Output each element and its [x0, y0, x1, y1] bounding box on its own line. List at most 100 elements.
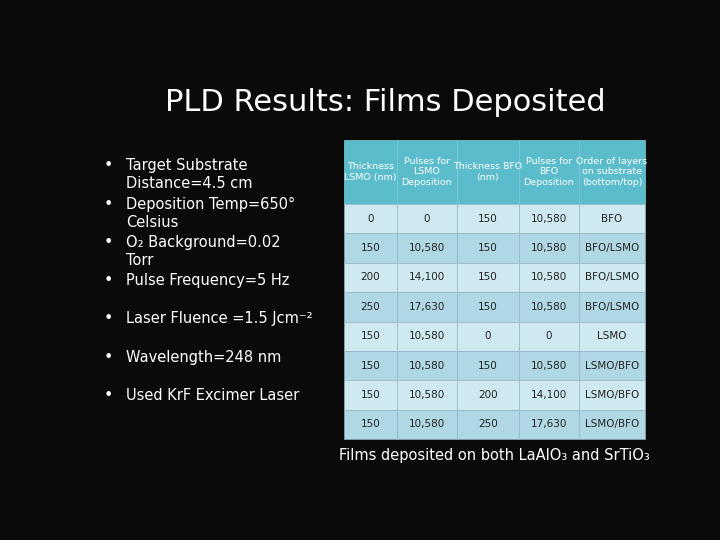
FancyBboxPatch shape: [397, 204, 457, 233]
FancyBboxPatch shape: [457, 233, 518, 263]
Text: 150: 150: [361, 361, 380, 370]
Text: 10,580: 10,580: [409, 361, 445, 370]
Text: BFO/LSMO: BFO/LSMO: [585, 273, 639, 282]
FancyBboxPatch shape: [344, 351, 397, 380]
FancyBboxPatch shape: [397, 351, 457, 380]
Text: 10,580: 10,580: [409, 390, 445, 400]
Text: •: •: [104, 158, 113, 173]
Text: 150: 150: [361, 420, 380, 429]
Text: Pulse Frequency=5 Hz: Pulse Frequency=5 Hz: [126, 273, 289, 288]
Text: Thickness BFO
(nm): Thickness BFO (nm): [453, 162, 522, 181]
Text: 10,580: 10,580: [409, 331, 445, 341]
Text: 150: 150: [478, 214, 498, 224]
Text: 0: 0: [367, 214, 374, 224]
Text: 10,580: 10,580: [531, 302, 567, 312]
FancyBboxPatch shape: [457, 292, 518, 321]
Text: LSMO: LSMO: [598, 331, 627, 341]
Text: Laser Fluence =1.5 Jcm⁻²: Laser Fluence =1.5 Jcm⁻²: [126, 312, 313, 326]
Text: •: •: [104, 388, 113, 403]
Text: 150: 150: [478, 273, 498, 282]
Text: 150: 150: [478, 243, 498, 253]
Text: 10,580: 10,580: [531, 214, 567, 224]
Text: LSMO/BFO: LSMO/BFO: [585, 361, 639, 370]
Text: 17,630: 17,630: [408, 302, 445, 312]
FancyBboxPatch shape: [344, 263, 397, 292]
Text: Used KrF Excimer Laser: Used KrF Excimer Laser: [126, 388, 300, 403]
FancyBboxPatch shape: [457, 140, 518, 204]
FancyBboxPatch shape: [344, 233, 397, 263]
Text: Wavelength=248 nm: Wavelength=248 nm: [126, 349, 282, 364]
Text: PLD Results: Films Deposited: PLD Results: Films Deposited: [166, 87, 606, 117]
Text: Pulses for
LSMO
Deposition: Pulses for LSMO Deposition: [402, 157, 452, 187]
Text: •: •: [104, 312, 113, 326]
FancyBboxPatch shape: [579, 380, 645, 410]
Text: 250: 250: [361, 302, 380, 312]
Text: BFO/LSMO: BFO/LSMO: [585, 243, 639, 253]
Text: BFO: BFO: [601, 214, 623, 224]
Text: 10,580: 10,580: [409, 420, 445, 429]
FancyBboxPatch shape: [518, 351, 579, 380]
FancyBboxPatch shape: [397, 233, 457, 263]
FancyBboxPatch shape: [518, 410, 579, 439]
Text: 14,100: 14,100: [531, 390, 567, 400]
FancyBboxPatch shape: [579, 351, 645, 380]
FancyBboxPatch shape: [344, 410, 397, 439]
Text: 14,100: 14,100: [409, 273, 445, 282]
FancyBboxPatch shape: [518, 263, 579, 292]
FancyBboxPatch shape: [518, 292, 579, 321]
FancyBboxPatch shape: [344, 140, 397, 204]
Text: •: •: [104, 197, 113, 212]
FancyBboxPatch shape: [579, 321, 645, 351]
Text: 150: 150: [361, 331, 380, 341]
Text: 10,580: 10,580: [531, 273, 567, 282]
FancyBboxPatch shape: [397, 380, 457, 410]
FancyBboxPatch shape: [518, 140, 579, 204]
Text: Order of layers
on substrate
(bottom/top): Order of layers on substrate (bottom/top…: [577, 157, 648, 187]
Text: 250: 250: [478, 420, 498, 429]
FancyBboxPatch shape: [344, 204, 397, 233]
FancyBboxPatch shape: [397, 140, 457, 204]
FancyBboxPatch shape: [397, 292, 457, 321]
Text: LSMO/BFO: LSMO/BFO: [585, 390, 639, 400]
Text: 150: 150: [478, 361, 498, 370]
FancyBboxPatch shape: [579, 410, 645, 439]
FancyBboxPatch shape: [457, 321, 518, 351]
FancyBboxPatch shape: [397, 321, 457, 351]
Text: 0: 0: [485, 331, 491, 341]
Text: 150: 150: [361, 390, 380, 400]
Text: BFO/LSMO: BFO/LSMO: [585, 302, 639, 312]
FancyBboxPatch shape: [344, 321, 397, 351]
FancyBboxPatch shape: [457, 204, 518, 233]
Text: •: •: [104, 273, 113, 288]
Text: 17,630: 17,630: [531, 420, 567, 429]
Text: LSMO/BFO: LSMO/BFO: [585, 420, 639, 429]
FancyBboxPatch shape: [579, 233, 645, 263]
FancyBboxPatch shape: [457, 410, 518, 439]
FancyBboxPatch shape: [397, 263, 457, 292]
Text: •: •: [104, 349, 113, 364]
Text: Films deposited on both LaAlO₃ and SrTiO₃: Films deposited on both LaAlO₃ and SrTiO…: [339, 448, 650, 463]
Text: 150: 150: [478, 302, 498, 312]
FancyBboxPatch shape: [518, 233, 579, 263]
Text: 200: 200: [478, 390, 498, 400]
FancyBboxPatch shape: [457, 380, 518, 410]
Text: 0: 0: [423, 214, 430, 224]
FancyBboxPatch shape: [518, 380, 579, 410]
Text: Deposition Temp=650°
Celsius: Deposition Temp=650° Celsius: [126, 197, 295, 230]
FancyBboxPatch shape: [344, 292, 397, 321]
Text: 0: 0: [546, 331, 552, 341]
FancyBboxPatch shape: [579, 140, 645, 204]
Text: •: •: [104, 235, 113, 250]
FancyBboxPatch shape: [344, 380, 397, 410]
FancyBboxPatch shape: [457, 351, 518, 380]
FancyBboxPatch shape: [397, 410, 457, 439]
Text: Target Substrate
Distance=4.5 cm: Target Substrate Distance=4.5 cm: [126, 158, 253, 191]
Text: 200: 200: [361, 273, 380, 282]
FancyBboxPatch shape: [579, 204, 645, 233]
Text: 10,580: 10,580: [531, 361, 567, 370]
FancyBboxPatch shape: [457, 263, 518, 292]
FancyBboxPatch shape: [518, 321, 579, 351]
Text: Thickness
LSMO (nm): Thickness LSMO (nm): [344, 162, 397, 181]
Text: 10,580: 10,580: [531, 243, 567, 253]
Text: 10,580: 10,580: [409, 243, 445, 253]
